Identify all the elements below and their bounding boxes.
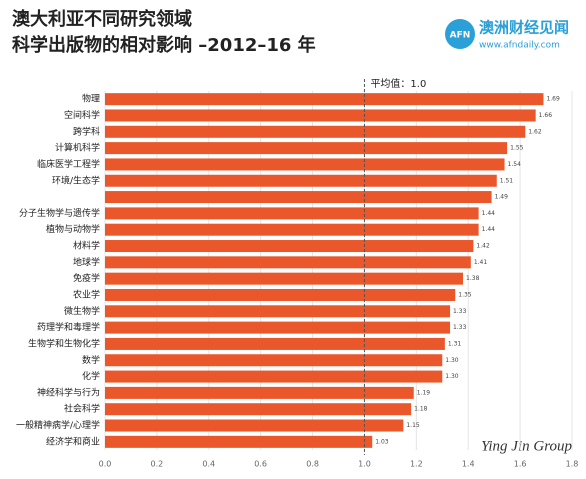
y-tick-label: 地球学 xyxy=(73,256,100,268)
y-tick-label: 空间科学 xyxy=(64,109,100,121)
value-label: 1.69 xyxy=(546,96,560,103)
y-tick-label: 物理 xyxy=(82,93,100,105)
y-tick-label: 药理学和毒理学 xyxy=(37,321,100,333)
value-label: 1.44 xyxy=(482,226,496,233)
y-tick-label: 生物学和生物化学 xyxy=(28,337,100,349)
value-label: 1.03 xyxy=(375,438,389,445)
value-label: 1.44 xyxy=(482,210,496,217)
y-tick-label: 跨学科 xyxy=(73,125,100,137)
bar xyxy=(105,305,451,318)
logo-url: www.afndaily.com xyxy=(479,41,560,51)
bar xyxy=(105,93,544,106)
bar xyxy=(105,207,479,220)
logo-name: 澳洲财经见闻 xyxy=(479,19,569,37)
y-tick-label: 分子生物学与遗传学 xyxy=(19,207,100,219)
x-tick-label: 1.0 xyxy=(358,460,371,469)
y-tick-label: 化学 xyxy=(82,370,100,382)
y-tick-label: 神经科学与行为 xyxy=(37,386,100,398)
bar xyxy=(105,419,404,432)
value-label: 1.31 xyxy=(448,340,462,347)
x-tick-label: 0.6 xyxy=(254,460,267,469)
value-label: 1.15 xyxy=(406,422,420,429)
value-label: 1.19 xyxy=(417,389,431,396)
bar xyxy=(105,158,505,171)
x-tick-label: 1.2 xyxy=(410,460,423,469)
bar xyxy=(105,223,479,236)
y-tick-label: 社会科学 xyxy=(64,403,100,415)
value-label: 1.38 xyxy=(466,275,480,282)
x-tick-label: 1.6 xyxy=(514,460,527,469)
y-tick-label: 植物与动物学 xyxy=(46,223,100,235)
logo-mark: AFN xyxy=(450,31,471,41)
value-label: 1.30 xyxy=(445,357,459,364)
bar xyxy=(105,288,456,301)
y-tick-label: 一般精神病学/心理学 xyxy=(16,419,100,431)
y-tick-label: 经济学和商业 xyxy=(46,435,100,447)
bar xyxy=(105,337,445,350)
value-label: 1.33 xyxy=(453,308,467,315)
x-tick-label: 0.4 xyxy=(202,460,215,469)
bar xyxy=(105,386,414,399)
y-tick-label: 材料学 xyxy=(73,240,100,252)
bar xyxy=(105,109,536,122)
y-tick-label: 微生物学 xyxy=(64,305,100,317)
value-label: 1.51 xyxy=(500,177,514,184)
value-label: 1.66 xyxy=(539,112,553,119)
bar xyxy=(105,403,412,416)
value-label: 1.30 xyxy=(445,373,459,380)
x-tick-label: 0.8 xyxy=(306,460,319,469)
value-label: 1.18 xyxy=(414,406,428,413)
y-tick-label: 免疫学 xyxy=(73,272,100,284)
x-tick-label: 0.0 xyxy=(99,460,112,469)
bar xyxy=(105,272,464,285)
bar xyxy=(105,240,474,253)
chart-title: 澳大利亚不同研究领域 xyxy=(12,8,192,30)
bar xyxy=(105,370,443,383)
value-label: 1.54 xyxy=(508,161,522,168)
reference-label: 平均值：1.0 xyxy=(370,77,426,90)
value-label: 1.42 xyxy=(476,243,490,250)
bar xyxy=(105,191,492,204)
chart-title: 科学出版物的相对影响 –2012–16 年 xyxy=(12,34,316,56)
value-label: 1.55 xyxy=(510,145,524,152)
value-label: 1.33 xyxy=(453,324,467,331)
bar xyxy=(105,256,471,269)
bar xyxy=(105,321,451,334)
y-tick-label: 计算机科学 xyxy=(55,142,100,154)
x-tick-label: 0.2 xyxy=(151,460,164,469)
y-tick-label: 临床医学工程学 xyxy=(37,158,100,170)
logo-icon xyxy=(445,19,475,49)
bar xyxy=(105,125,526,138)
bar xyxy=(105,435,373,448)
y-tick-label: 环境/生态学 xyxy=(52,174,100,186)
watermark: Ying Jin Group xyxy=(481,438,572,454)
value-label: 1.41 xyxy=(474,259,488,266)
x-tick-label: 1.8 xyxy=(566,460,579,469)
value-label: 1.62 xyxy=(528,128,542,135)
value-label: 1.49 xyxy=(495,194,509,201)
bar xyxy=(105,174,497,187)
bar xyxy=(105,142,508,155)
value-label: 1.35 xyxy=(458,291,472,298)
bar xyxy=(105,354,443,367)
x-tick-label: 1.4 xyxy=(462,460,475,469)
y-tick-label: 数学 xyxy=(82,354,100,366)
y-tick-label: 农业学 xyxy=(73,288,100,300)
